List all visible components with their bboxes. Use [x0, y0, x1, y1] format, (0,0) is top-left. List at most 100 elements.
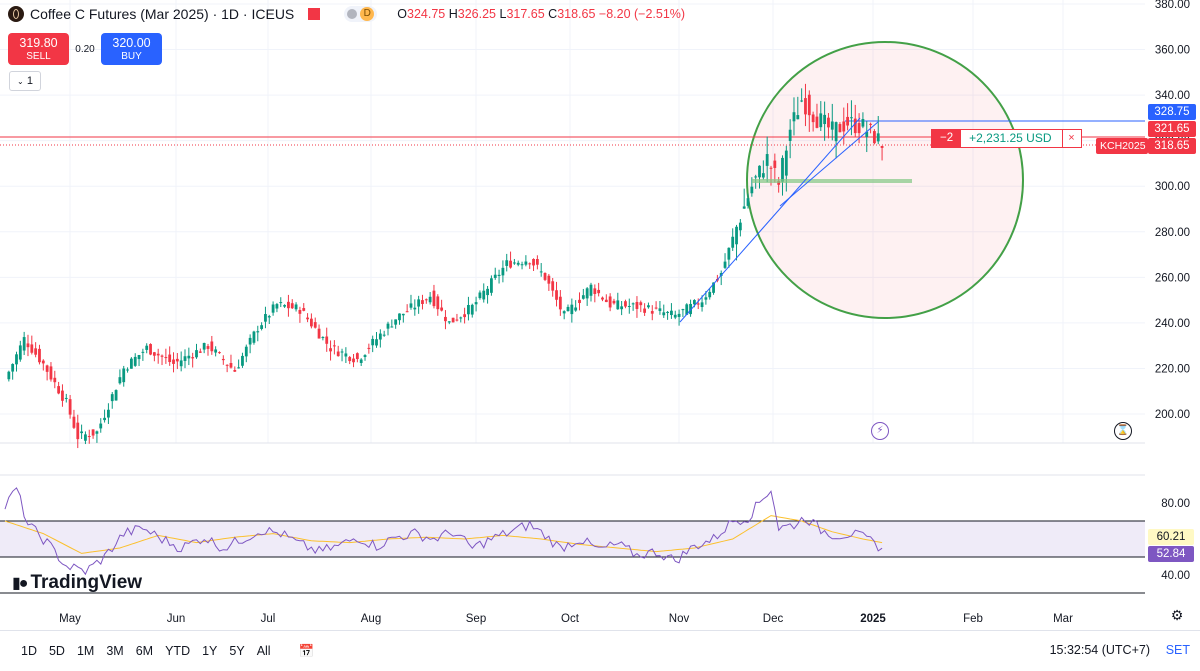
symbol-label: KCH2025: [1096, 138, 1148, 154]
candle-body: [49, 366, 53, 380]
candle-body: [578, 299, 581, 304]
candle-body: [175, 358, 179, 362]
range-5d[interactable]: 5D: [48, 644, 65, 658]
rsi-axis[interactable]: 80.00 40.00: [1161, 498, 1190, 582]
range-all[interactable]: All: [256, 644, 271, 658]
gear-icon[interactable]: ⚙: [1170, 607, 1184, 623]
range-1m[interactable]: 1M: [76, 644, 95, 658]
candle-body: [505, 260, 509, 266]
market-status-pill[interactable]: D: [344, 6, 378, 22]
candle-body: [355, 353, 359, 360]
time-axis[interactable]: May Jun Jul Aug Sep Oct Nov Dec 2025 Feb Mar: [59, 613, 1073, 625]
time-tick: Aug: [361, 613, 381, 625]
time-tick: 2025: [860, 613, 886, 625]
candle-body: [405, 311, 409, 313]
clock[interactable]: 15:32:54 (UTC+7): [1049, 643, 1150, 657]
flag-icon[interactable]: [308, 8, 321, 20]
candle-body: [26, 343, 30, 348]
candle-body: [214, 349, 218, 353]
candle-body: [45, 365, 49, 372]
candle-body: [248, 337, 252, 345]
candle-body: [279, 302, 283, 304]
candle-body: [332, 345, 336, 347]
position-widget[interactable]: −2 +2,231.25 USD ×: [931, 129, 1082, 148]
trendline-up-2[interactable]: [779, 121, 879, 207]
price-axis[interactable]: 380.00360.00340.00320.00300.00280.00260.…: [1155, 0, 1190, 421]
candle-body: [34, 348, 38, 355]
candle-body: [80, 431, 83, 434]
rsi-line: [4, 487, 883, 576]
close-position-icon[interactable]: ×: [1068, 132, 1075, 144]
candle-body: [666, 311, 669, 313]
candle-body: [122, 368, 126, 383]
hourglass-icon[interactable]: ⌛: [1114, 422, 1132, 440]
candle-body: [593, 288, 597, 294]
candle-body: [769, 167, 773, 169]
candle-body: [528, 263, 532, 265]
range-3m[interactable]: 3M: [106, 644, 124, 658]
candle-body: [252, 331, 256, 343]
tv-logo-icon: ▮●: [12, 575, 29, 592]
position-qty[interactable]: −2: [932, 130, 962, 147]
candle-body: [451, 317, 455, 323]
candle-body: [394, 319, 398, 325]
candle-body: [754, 176, 758, 178]
candle-body: [784, 150, 788, 176]
candle-body: [164, 357, 168, 359]
symbol-title[interactable]: Coffee C Futures (Mar 2025) · 1D · ICEUS: [30, 6, 295, 22]
candle-body: [788, 129, 792, 141]
time-tick: Nov: [669, 613, 690, 625]
ray-price-label: 328.75: [1148, 104, 1196, 120]
rsi-band: [0, 521, 1145, 557]
candle-body: [639, 302, 643, 306]
sell-button[interactable]: 319.80 SELL: [8, 33, 69, 65]
candle-body: [643, 308, 647, 313]
candle-body: [631, 303, 635, 305]
candle-body: [306, 317, 309, 320]
candle-body: [857, 123, 861, 134]
candle-body: [547, 275, 551, 284]
candle-body: [107, 409, 110, 418]
range-5y[interactable]: 5Y: [229, 644, 245, 658]
candle-body: [520, 264, 524, 266]
candle-body: [298, 309, 302, 314]
candle-body: [719, 273, 723, 276]
support-zone[interactable]: [752, 179, 912, 183]
candle-body: [225, 364, 229, 366]
range-1y[interactable]: 1Y: [202, 644, 218, 658]
tradingview-logo[interactable]: ▮● TradingView: [12, 572, 143, 593]
range-1d[interactable]: 1D: [21, 644, 37, 658]
candle-body: [708, 291, 712, 298]
lightning-icon[interactable]: ⚡: [871, 422, 889, 440]
range-6m[interactable]: 6M: [135, 644, 154, 658]
go-to-date-icon[interactable]: 📅: [298, 643, 315, 658]
time-tick: Feb: [963, 613, 983, 625]
entry-price-label: 321.65: [1148, 121, 1196, 137]
chart-canvas[interactable]: 380.00360.00340.00320.00300.00280.00260.…: [0, 0, 1200, 630]
quantity-selector[interactable]: ⌄ 1: [9, 71, 41, 91]
candle-body: [490, 278, 493, 293]
candle-body: [72, 416, 76, 428]
candle-body: [233, 369, 237, 372]
rsi-tick: 80.00: [1161, 498, 1190, 510]
candle-body: [555, 290, 558, 300]
candle-body: [348, 357, 352, 362]
range-ytd[interactable]: YTD: [165, 644, 191, 658]
candle-body: [654, 307, 658, 309]
candle-body: [359, 359, 363, 363]
candle-body: [493, 274, 497, 278]
candle-body: [673, 314, 677, 318]
candle-body: [38, 348, 41, 363]
candle-body: [218, 352, 221, 354]
candle-body: [241, 355, 244, 366]
candle-body: [386, 323, 390, 329]
session-button[interactable]: SET: [1165, 643, 1190, 657]
trendline-up[interactable]: [679, 117, 861, 323]
candle-body: [624, 301, 627, 307]
price-tick: 340.00: [1155, 90, 1190, 102]
candle-body: [532, 259, 535, 266]
time-tick: Mar: [1053, 613, 1073, 625]
candle-body: [287, 301, 290, 309]
candle-body: [742, 206, 746, 209]
buy-button[interactable]: 320.00 BUY: [101, 33, 162, 65]
